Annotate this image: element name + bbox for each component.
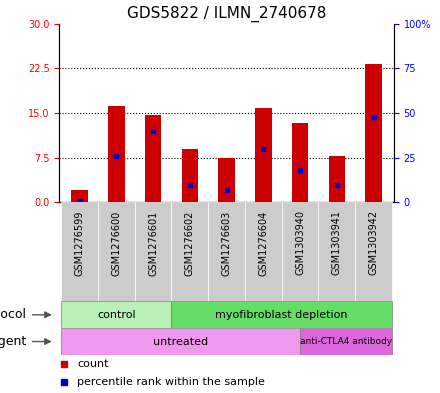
Text: GSM1276599: GSM1276599 bbox=[75, 210, 84, 275]
Text: count: count bbox=[77, 359, 108, 369]
Text: control: control bbox=[97, 310, 136, 320]
Text: GSM1276600: GSM1276600 bbox=[111, 210, 121, 275]
Bar bbox=[292, 123, 308, 202]
FancyBboxPatch shape bbox=[245, 202, 282, 301]
Title: GDS5822 / ILMN_2740678: GDS5822 / ILMN_2740678 bbox=[127, 6, 326, 22]
Bar bbox=[182, 149, 198, 202]
Bar bbox=[145, 116, 161, 202]
Bar bbox=[365, 64, 382, 202]
FancyBboxPatch shape bbox=[319, 202, 355, 301]
FancyBboxPatch shape bbox=[208, 202, 245, 301]
FancyBboxPatch shape bbox=[172, 301, 392, 328]
Text: GSM1276603: GSM1276603 bbox=[222, 210, 231, 275]
FancyBboxPatch shape bbox=[98, 202, 135, 301]
FancyBboxPatch shape bbox=[135, 202, 172, 301]
Bar bbox=[108, 107, 125, 202]
Text: GSM1303940: GSM1303940 bbox=[295, 210, 305, 275]
Bar bbox=[71, 190, 88, 202]
FancyBboxPatch shape bbox=[300, 328, 392, 355]
Text: protocol: protocol bbox=[0, 308, 27, 321]
FancyBboxPatch shape bbox=[61, 202, 98, 301]
Text: GSM1276602: GSM1276602 bbox=[185, 210, 195, 275]
FancyBboxPatch shape bbox=[61, 301, 172, 328]
FancyBboxPatch shape bbox=[61, 328, 300, 355]
Text: GSM1276604: GSM1276604 bbox=[258, 210, 268, 275]
Text: GSM1303941: GSM1303941 bbox=[332, 210, 342, 275]
FancyBboxPatch shape bbox=[355, 202, 392, 301]
FancyBboxPatch shape bbox=[172, 202, 208, 301]
Bar bbox=[218, 158, 235, 202]
Text: GSM1276601: GSM1276601 bbox=[148, 210, 158, 275]
Text: GSM1303942: GSM1303942 bbox=[369, 210, 378, 275]
Bar bbox=[329, 156, 345, 202]
Text: untreated: untreated bbox=[153, 336, 208, 347]
Text: percentile rank within the sample: percentile rank within the sample bbox=[77, 377, 265, 387]
Text: anti-CTLA4 antibody: anti-CTLA4 antibody bbox=[300, 337, 392, 346]
Bar bbox=[255, 108, 271, 202]
Text: agent: agent bbox=[0, 335, 27, 348]
Text: myofibroblast depletion: myofibroblast depletion bbox=[216, 310, 348, 320]
FancyBboxPatch shape bbox=[282, 202, 319, 301]
